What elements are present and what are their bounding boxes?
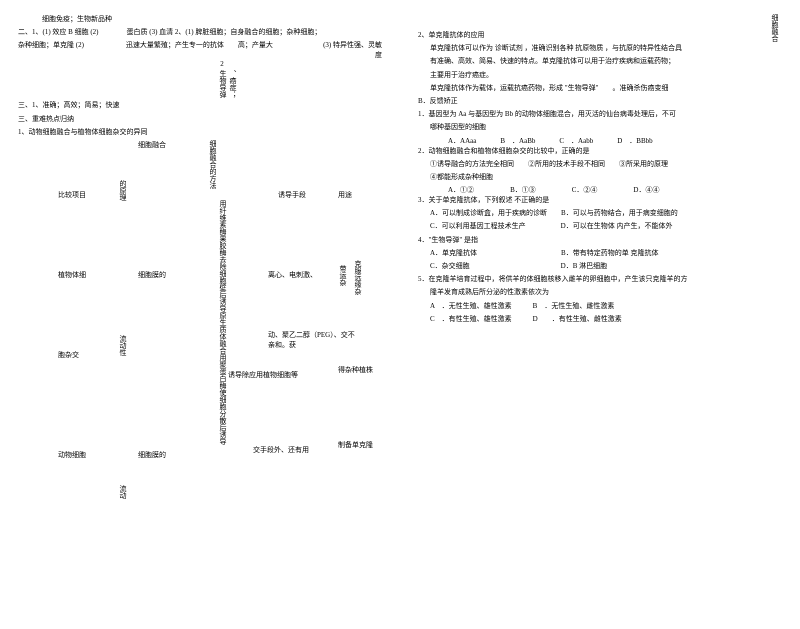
tbl-r1b: 细胞膜的 <box>138 270 166 280</box>
r-q1a: 哪种基因型的细胞 <box>418 122 782 133</box>
header-vertical: 细胞融合 <box>770 14 780 42</box>
opt: D ．BBbb <box>617 136 652 146</box>
r-q4b: C．杂交细胞 D．B 淋巴细胞 <box>418 261 782 272</box>
tbl-r1mid: 用纤维素酶果胶酶去除细胞壁后诱导原生质体融合用聚蛋白酶使细胞分散后诱导 <box>218 200 228 445</box>
opt: B ．AaBb <box>500 136 535 146</box>
tbl-r3a: 动物细胞 <box>58 450 86 460</box>
tbl-r2c: 动、聚乙二醇（PEG）、交不亲和。获 <box>268 330 358 350</box>
r-s1c: 主要用于治疗癌症。 <box>418 70 782 81</box>
tbl-c4: 用途 <box>338 190 352 200</box>
tbl-r1c: 离心、电刺激、 <box>268 270 317 280</box>
tbl-c1b: 的原理 <box>118 180 128 201</box>
r-q4a: A．单克隆抗体 B．带有特定药物的单 克隆抗体 <box>418 248 782 259</box>
r-q3b: C．可以利用基因工程技术生产 D．可以在生物体 内产生，不能体外 <box>418 221 782 232</box>
r-q5b: A ．无性生殖、雄性激素 B ．无性生殖、雌性激素 <box>418 301 782 312</box>
r-q3: 3．关于单克隆抗体，下列叙述 不正确的是 <box>418 195 782 206</box>
tbl-r2aa: 流动性 <box>118 335 128 356</box>
tbl-r2e: 得杂种植株 <box>338 365 378 375</box>
r-s1d: 单克隆抗体作为载体，运载抗癌药物，形成 "生物导弹" 。准确杀伤癌变细 <box>418 83 782 94</box>
line-1: 二、1、(1) 效应 B 细胞 (2) 蛋白质 (3) 血清 2、(1) 脾脏细… <box>18 27 382 38</box>
tbl-r1a: 植物体细 <box>58 270 86 280</box>
r-q2b: ④都能形成杂种细胞 <box>418 172 782 183</box>
opt: B．①③ <box>510 185 536 195</box>
r-s1: 2、单克隆抗体的应用 <box>418 30 782 41</box>
line-4: 三、重难热点归纳 <box>18 114 382 125</box>
opt: D．④④ <box>633 185 659 195</box>
tbl-hdr-b: 细胞融合的方法 <box>208 140 218 189</box>
r-q5: 5．在克隆羊培育过程中，将供羊的体细胞核移入雌羊的卵细胞中，产生该只克隆羊的方 <box>418 274 782 285</box>
r-q2-opts: A．①② B．①③ C．②④ D．④④ <box>418 185 782 195</box>
tbl-r3b: 细胞膜的 <box>138 450 166 460</box>
tbl-r1d: 带运杂 <box>338 265 348 286</box>
tbl-r4a: 流动 <box>118 485 128 499</box>
tbl-r3d: 制备单克隆 <box>338 440 388 450</box>
line-2-row: 杂种细胞；单克隆 (2) 迅速大量繁殖；产生专一的抗体 高；产量大 (3) 特异… <box>18 40 382 60</box>
r-q5c: C ．有性生殖、雄性激素 D ．有性生殖、雌性激素 <box>418 314 782 325</box>
r-q1: 1．基因型为 Aa 与基因型为 Bb 的动物体细胞混合，用灭活的仙台病毒处理后，… <box>418 109 782 120</box>
title: 细胞免疫；生物新品种 <box>18 14 382 25</box>
page-left: 细胞免疫；生物新品种 二、1、(1) 效应 B 细胞 (2) 蛋白质 (3) 血… <box>0 0 400 629</box>
r-q4: 4．"生物导弹" 是指 <box>418 235 782 246</box>
vtxt-2: 2 <box>218 60 226 68</box>
r-s1a: 单克隆抗体可以作为 诊断试剂 ，准确识别各种 抗原物质 ，与抗原的特异性结合具 <box>418 43 782 54</box>
tbl-c3: 诱导手段 <box>278 190 306 200</box>
tbl-c1: 比较项目 <box>58 190 86 200</box>
opt: C．②④ <box>572 185 598 195</box>
r-s1b: 有准确、高效、简易、快速的特点。单克隆抗体可以用于治疗疾病和运载药物； <box>418 56 782 67</box>
vtxt-2b: 、癌症；生物导弹 <box>218 70 238 100</box>
opt: A．AAaa <box>448 136 476 146</box>
page-right: 细胞融合 2、单克隆抗体的应用 单克隆抗体可以作为 诊断试剂 ，准确识别各种 抗… <box>400 0 800 629</box>
r-s2: B．反馈矫正 <box>418 96 782 107</box>
comparison-table: 细胞融合 细胞融合的方法 比较项目 的原理 诱导手段 用途 用纤维素酶果胶酶去除… <box>18 140 382 560</box>
r-q2: 2．动物细胞融合和植物体细胞杂交的比较中，正确的是 <box>418 146 782 157</box>
tbl-r3c: 交手段外、还有用 <box>253 445 313 455</box>
line-5: 1、动物细胞融合与植物体细胞杂交的异同 <box>18 127 382 138</box>
r-q5a: 隆羊发育成熟后所分泌的性激素依次为 <box>418 287 782 298</box>
opt: A．①② <box>448 185 474 195</box>
line-2a: (3) 特异性强、灵敏度 <box>322 40 382 60</box>
tbl-hdr-a: 细胞融合 <box>138 140 166 150</box>
line-2b: 杂种细胞；单克隆 (2) 迅速大量繁殖；产生专一的抗体 高；产量大 <box>18 40 312 60</box>
r-q1-opts: A．AAaa B ．AaBb C ．Aabb D ．BBbb <box>418 136 782 146</box>
opt: C ．Aabb <box>559 136 593 146</box>
tbl-r2mid: 诱导除应用植物细胞等 <box>228 370 298 380</box>
r-q2a: ①诱导融合的方法完全相同 ②所用的技术手段不相同 ③所采用的原理 <box>418 159 782 170</box>
line-3: 三、1、准确；高效；简易；快速 <box>18 100 382 111</box>
tbl-r2a: 胞杂交 <box>58 350 79 360</box>
r-q3a: A．可以制成诊断盒，用于疾病的诊断 B．可以与药物结合，用于病变细胞的 <box>418 208 782 219</box>
tbl-r1e: 克服远缘杂 <box>353 260 363 295</box>
